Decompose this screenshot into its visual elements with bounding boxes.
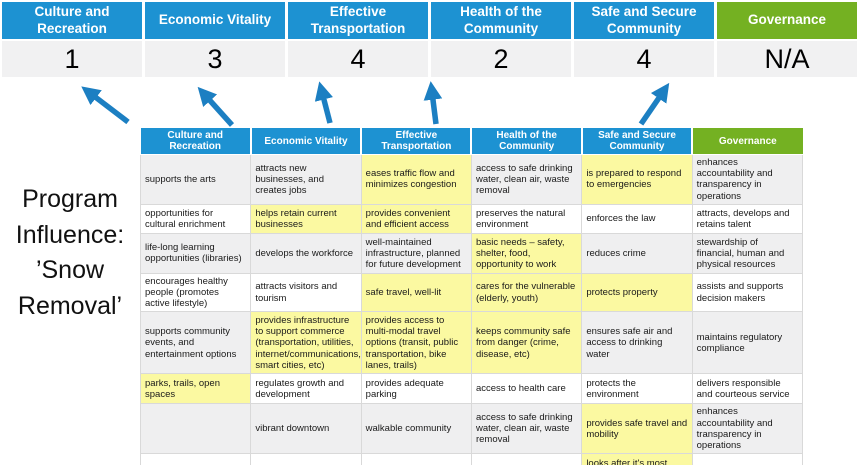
scoreboard-header-governance: Governance xyxy=(717,2,857,39)
matrix-cell: supports community events, and entertain… xyxy=(139,311,252,375)
score-economic: 3 xyxy=(145,41,285,77)
scoreboard: Culture and Recreation Economic Vitality… xyxy=(2,2,857,77)
matrix-cell: preserves the natural environment xyxy=(471,204,583,234)
score-safety: 4 xyxy=(574,41,714,77)
matrix-cell: protects the environment xyxy=(581,373,693,405)
matrix-header-safety: Safe and Secure Community xyxy=(581,128,694,155)
score-governance: N/A xyxy=(717,41,857,77)
matrix-cell: enhances accountability and transparency… xyxy=(692,154,804,205)
matrix-cell: vibrant downtown xyxy=(250,403,362,455)
matrix-cell xyxy=(139,453,252,465)
matrix-cell: life-long learning opportunities (librar… xyxy=(139,233,252,274)
matrix-cell: provides infrastructure to support comme… xyxy=(250,311,362,375)
table-row: supports community events, and entertain… xyxy=(139,311,804,375)
matrix-cell: provides convenient and efficient access xyxy=(361,204,472,234)
matrix-cell xyxy=(139,403,252,455)
matrix-header-governance: Governance xyxy=(692,128,803,155)
matrix-cell: access to health care xyxy=(471,373,583,405)
matrix-cell: encourages healthy people (promotes acti… xyxy=(139,273,252,313)
arrow-up-icon xyxy=(81,86,130,125)
scoreboard-header-economic: Economic Vitality xyxy=(145,2,285,39)
arrow-up-icon xyxy=(314,81,333,124)
matrix-cell: assists and supports decision makers xyxy=(692,273,804,313)
table-row: encourages healthy people (promotes acti… xyxy=(139,273,804,313)
matrix-cell: helps retain current businesses xyxy=(250,204,362,234)
matrix-cell: well-maintained infrastructure, planned … xyxy=(361,233,472,274)
table-row: supports the arts attracts new businesse… xyxy=(139,154,804,205)
table-row: vibrant downtown walkable community acce… xyxy=(139,403,804,455)
priority-matrix: Culture and Recreation Economic Vitality… xyxy=(139,128,804,465)
program-influence-label: Program Influence: ’Snow Removal’ xyxy=(15,185,125,320)
score-transportation: 4 xyxy=(288,41,428,77)
matrix-cell xyxy=(471,453,583,465)
matrix-cell: delivers responsible and courteous servi… xyxy=(692,373,804,405)
scoreboard-header-health: Health of the Community xyxy=(431,2,571,39)
table-row: parks, trails, open spaces regulates gro… xyxy=(139,373,804,405)
matrix-cell: reduces crime xyxy=(581,233,693,274)
table-row: looks after it's most vulnerable xyxy=(139,453,804,465)
arrow-up-icon xyxy=(638,82,670,126)
matrix-header-culture: Culture and Recreation xyxy=(140,128,252,155)
table-row: opportunities for cultural enrichment he… xyxy=(139,204,804,234)
matrix-cell: ensures safe air and access to drinking … xyxy=(581,311,693,375)
matrix-cell: supports the arts xyxy=(139,154,252,205)
matrix-cell: looks after it's most vulnerable xyxy=(581,453,693,465)
scoreboard-header-culture: Culture and Recreation xyxy=(2,2,142,39)
matrix-cell xyxy=(250,453,362,465)
matrix-cell: enforces the law xyxy=(581,204,693,234)
matrix-cell: attracts new businesses, and creates job… xyxy=(250,154,362,205)
matrix-cell: attracts visitors and tourism xyxy=(250,273,362,313)
scoreboard-header-safety: Safe and Secure Community xyxy=(574,2,714,39)
scoreboard-header-transportation: Effective Transportation xyxy=(288,2,428,39)
matrix-cell: develops the workforce xyxy=(250,233,362,274)
matrix-header-transportation: Effective Transportation xyxy=(361,128,473,155)
matrix-header-row: Culture and Recreation Economic Vitality… xyxy=(140,128,803,155)
matrix-header-health: Health of the Community xyxy=(471,128,583,155)
matrix-cell: basic needs – safety, shelter, food, opp… xyxy=(471,233,583,274)
matrix-cell: is prepared to respond to emergencies xyxy=(581,154,693,205)
matrix-cell: attracts, develops and retains talent xyxy=(692,204,804,234)
matrix-cell: safe travel, well-lit xyxy=(361,273,472,313)
matrix-cell: cares for the vulnerable (elderly, youth… xyxy=(471,273,583,313)
matrix-cell: walkable community xyxy=(361,403,472,455)
matrix-cell: access to safe drinking water, clean air… xyxy=(471,154,583,205)
matrix-cell xyxy=(692,453,804,465)
arrow-up-icon xyxy=(423,81,443,125)
influence-arrows xyxy=(81,81,670,127)
matrix-cell: stewardship of financial, human and phys… xyxy=(692,233,804,274)
score-culture: 1 xyxy=(2,41,142,77)
matrix-cell xyxy=(361,453,472,465)
arrow-up-icon xyxy=(197,86,235,127)
matrix-cell: keeps community safe from danger (crime,… xyxy=(471,311,583,375)
matrix-cell: provides adequate parking xyxy=(361,373,472,405)
matrix-cell: opportunities for cultural enrichment xyxy=(139,204,252,234)
matrix-cell: parks, trails, open spaces xyxy=(139,373,252,405)
matrix-cell: regulates growth and development xyxy=(250,373,362,405)
matrix-cell: access to safe drinking water, clean air… xyxy=(471,403,583,455)
matrix-cell: enhances accountability and transparency… xyxy=(692,403,804,455)
matrix-cell: provides access to multi-modal travel op… xyxy=(361,311,472,375)
matrix-header-economic: Economic Vitality xyxy=(250,128,363,155)
matrix-cell: eases traffic flow and minimizes congest… xyxy=(361,154,472,205)
matrix-cell: maintains regulatory compliance xyxy=(692,311,804,375)
matrix-cell: provides safe travel and mobility xyxy=(581,403,693,455)
matrix-cell: protects property xyxy=(581,273,693,313)
table-row: life-long learning opportunities (librar… xyxy=(139,233,804,274)
score-health: 2 xyxy=(431,41,571,77)
